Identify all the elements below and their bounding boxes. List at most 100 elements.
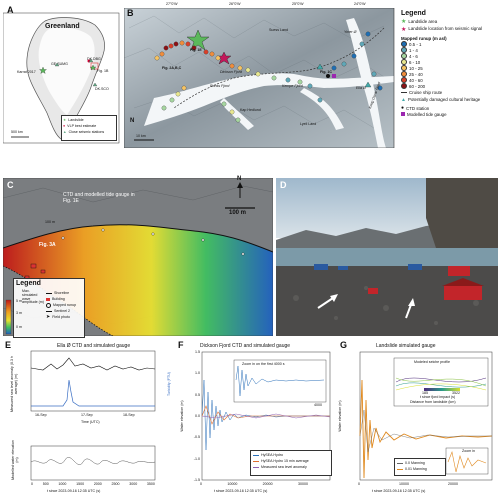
runup-markers — [61, 228, 245, 256]
place-rohss: Rohss Fjord — [210, 84, 230, 88]
place-fig1e: Fig. 1E — [190, 48, 202, 52]
tick-label: 1500 — [76, 482, 85, 486]
e-ylabel-top: Measured sea level anomaly (0.3 h averag… — [10, 356, 18, 412]
panel-f-label: F — [178, 340, 184, 350]
runup-swatch-icon — [401, 83, 407, 89]
c-contour: 100 m — [45, 220, 55, 224]
g-xticks: 0 10000 20000 — [358, 482, 458, 486]
g-legend: 0.0 Manning 0.01 Manning — [394, 458, 446, 476]
karrat-landslide-icon — [39, 66, 47, 74]
tick-label: 10000 — [227, 482, 238, 486]
place-kempe: Kempe Fjord — [282, 84, 303, 88]
panel-e-label: E — [5, 340, 12, 350]
lon-tick-2: 26°0'W — [229, 2, 241, 6]
station-gesumg-icon — [54, 62, 60, 67]
e-xlabel-top: Time (UTC) — [81, 420, 100, 424]
tick-label: 3000 — [129, 482, 138, 486]
greenland-title: Greenland — [45, 23, 80, 30]
e-ylabel-right: Turbidity (FTU) — [167, 371, 171, 397]
e-xtick-3: 18-Sep — [123, 413, 135, 417]
e-xtick-2: 17-Sep — [81, 413, 93, 417]
panel-b: B 27°0'W 26°0'W 25°0'W 24°0'W Suess Land… — [124, 2, 500, 150]
tick-label: 0.0 — [195, 413, 200, 418]
tick-label: 2500 — [111, 482, 120, 486]
place-lyell: Lyell Land — [300, 122, 317, 126]
place-dkdbg: DK.DBG — [87, 57, 101, 61]
panel-a: A Greenland DK.DBG GE.SUMG Karrat 2017 F… — [3, 3, 121, 145]
panel-b-label: B — [127, 8, 134, 18]
g-title: Landslide simulated gauge — [376, 343, 436, 349]
ctd-station-icon — [326, 74, 330, 78]
legend-b-title: Legend — [401, 10, 426, 17]
runup-class: 4 - 6 — [401, 53, 497, 59]
fjord-map — [124, 8, 395, 148]
station-dkdbg-icon — [88, 58, 94, 63]
place-kap: Kap Hedlund — [240, 108, 261, 112]
chart-e — [30, 350, 156, 481]
runup-class: 10 - 25 — [401, 65, 497, 71]
panel-c: C CTD and modelled tide gauge in Fig. 1E… — [3, 176, 273, 338]
runup-class-label: 10 - 25 — [409, 65, 423, 71]
runup-swatch-icon — [401, 47, 407, 53]
e-ylabel-bottom: Modelled water elevation (m) — [11, 440, 19, 480]
panel-c-legend: Legend Max. simulated wave amplitude (m)… — [13, 278, 85, 338]
g-cbar-label: t since fjord impact (s) — [420, 395, 456, 399]
g-inset-title: Modeled seiche profile — [414, 360, 450, 364]
runup-class-label: 60 - 200 — [409, 83, 426, 89]
north-b: N — [130, 118, 135, 124]
panel-b-legend: Legend ★ Landslide area ★ Landslide locati… — [398, 8, 500, 150]
panel-d: D — [276, 178, 498, 336]
runup-swatch-icon — [401, 65, 407, 71]
tick-label: -1.5 — [193, 477, 200, 482]
runup-class-label: 1 - 4 — [409, 47, 418, 53]
f-title: Dickson Fjord CTD and simulated gauge — [200, 343, 291, 349]
tide-gauge-icon — [332, 74, 336, 78]
g-ylabel: Water elevation (m) — [338, 400, 342, 432]
tick-label: 1.5 — [195, 350, 200, 354]
f-inset-x-end: 4000 — [314, 403, 322, 407]
lon-tick-4: 24°0'W — [354, 2, 366, 6]
g-cbar-tick-2: 3522 — [452, 391, 460, 395]
tick-label: -0.5 — [193, 435, 200, 440]
tick-label: 0 — [358, 482, 360, 486]
f-yticks: 1.5 1.0 0.5 0.0 -0.5 -1.0 -1.5 — [188, 350, 200, 482]
c-fig3a: Fig. 3A — [39, 242, 56, 248]
runup-swatch-icon — [401, 59, 407, 65]
place-suess: Suess Land — [269, 28, 288, 32]
place-fig2: Fig. 2A,B,C — [162, 66, 182, 70]
runup-class-label: 25 - 40 — [409, 71, 423, 77]
runup-class: 6 - 10 — [401, 59, 497, 65]
place-fig1b: Fig. 1B — [97, 69, 109, 73]
runup-class: 40 - 60 — [401, 77, 497, 83]
e-xticks-bottom: 0 500 1000 1500 2000 2500 3000 3500 — [31, 482, 155, 486]
runup-class: 60 - 200 — [401, 83, 497, 89]
panel-g-label: G — [340, 340, 348, 350]
c-ctd-note: CTD and modelled tide gauge in Fig. 1E — [63, 192, 135, 204]
tick-label: 20000 — [448, 482, 458, 486]
tick-label: 3500 — [146, 482, 155, 486]
landslide-area-icon — [186, 29, 210, 51]
scale-a: 500 km — [11, 130, 23, 134]
panel-d-label: D — [280, 180, 287, 190]
panel-a-label: A — [7, 5, 14, 15]
station-dksco-icon — [92, 82, 98, 87]
scale-b: 10 km — [136, 134, 146, 138]
g-xlabel: t since 2023-09-16 12:35 UTC (s) — [372, 489, 426, 493]
tick-label: 1000 — [58, 482, 67, 486]
lon-tick-1: 27°0'W — [166, 2, 178, 6]
tick-label: 0.5 — [195, 392, 200, 397]
place-gesumg: GE.SUMG — [51, 62, 68, 66]
runup-swatch-icon — [401, 41, 407, 47]
f-xlabel: t since 2023-09-16 12:35 UTC (s) — [214, 489, 268, 493]
legend-c-title: Legend — [16, 280, 41, 287]
runup-swatch-icon — [401, 77, 407, 83]
tick-label: 10000 — [399, 482, 409, 486]
place-dksco: DK.SCO — [95, 87, 109, 91]
tick-label: 500 — [42, 482, 49, 486]
panel-f: F Dickson Fjord CTD and simulated gauge … — [176, 340, 336, 498]
e-xlabel-bottom: t since 2023-09-16 12:35 UTC (s) — [47, 489, 101, 493]
f-legend: HySEA Hydro HySEA Hydro 15 min average M… — [250, 450, 332, 476]
place-dickson: Dickson Fjord — [220, 70, 242, 74]
g-cbar-tick-1: 185 — [422, 391, 428, 395]
